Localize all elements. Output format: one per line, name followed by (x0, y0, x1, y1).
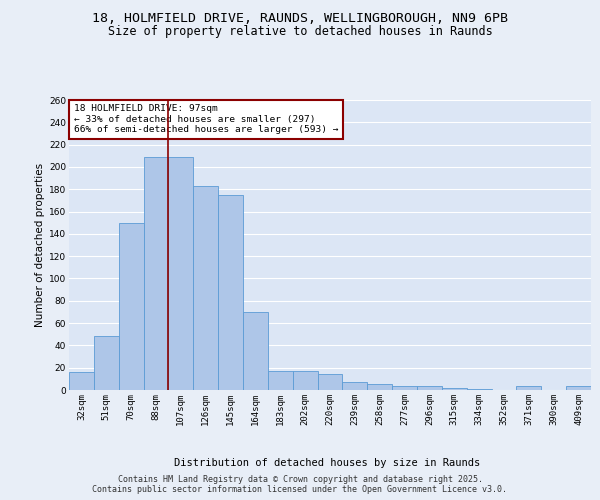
Bar (119, 222, 143, 390)
Bar (69, 372, 94, 390)
Bar (143, 157, 169, 390)
Bar (293, 371, 317, 390)
Bar (218, 195, 243, 390)
Bar (243, 312, 268, 390)
Text: Distribution of detached houses by size in Raunds: Distribution of detached houses by size … (174, 458, 480, 468)
Bar (417, 386, 442, 390)
Y-axis label: Number of detached properties: Number of detached properties (35, 163, 45, 327)
Bar (467, 389, 491, 390)
Bar (367, 384, 392, 390)
Bar (193, 186, 218, 390)
Bar (517, 386, 541, 390)
Bar (317, 374, 343, 390)
Bar (442, 388, 467, 390)
Bar (169, 157, 193, 390)
Bar (268, 371, 293, 390)
Bar (392, 386, 417, 390)
Text: Contains HM Land Registry data © Crown copyright and database right 2025.
Contai: Contains HM Land Registry data © Crown c… (92, 474, 508, 494)
Text: Size of property relative to detached houses in Raunds: Size of property relative to detached ho… (107, 25, 493, 38)
Bar (94, 336, 119, 390)
Bar (343, 382, 367, 390)
Text: 18 HOLMFIELD DRIVE: 97sqm
← 33% of detached houses are smaller (297)
66% of semi: 18 HOLMFIELD DRIVE: 97sqm ← 33% of detac… (74, 104, 339, 134)
Bar (566, 386, 591, 390)
Text: 18, HOLMFIELD DRIVE, RAUNDS, WELLINGBOROUGH, NN9 6PB: 18, HOLMFIELD DRIVE, RAUNDS, WELLINGBORO… (92, 12, 508, 26)
